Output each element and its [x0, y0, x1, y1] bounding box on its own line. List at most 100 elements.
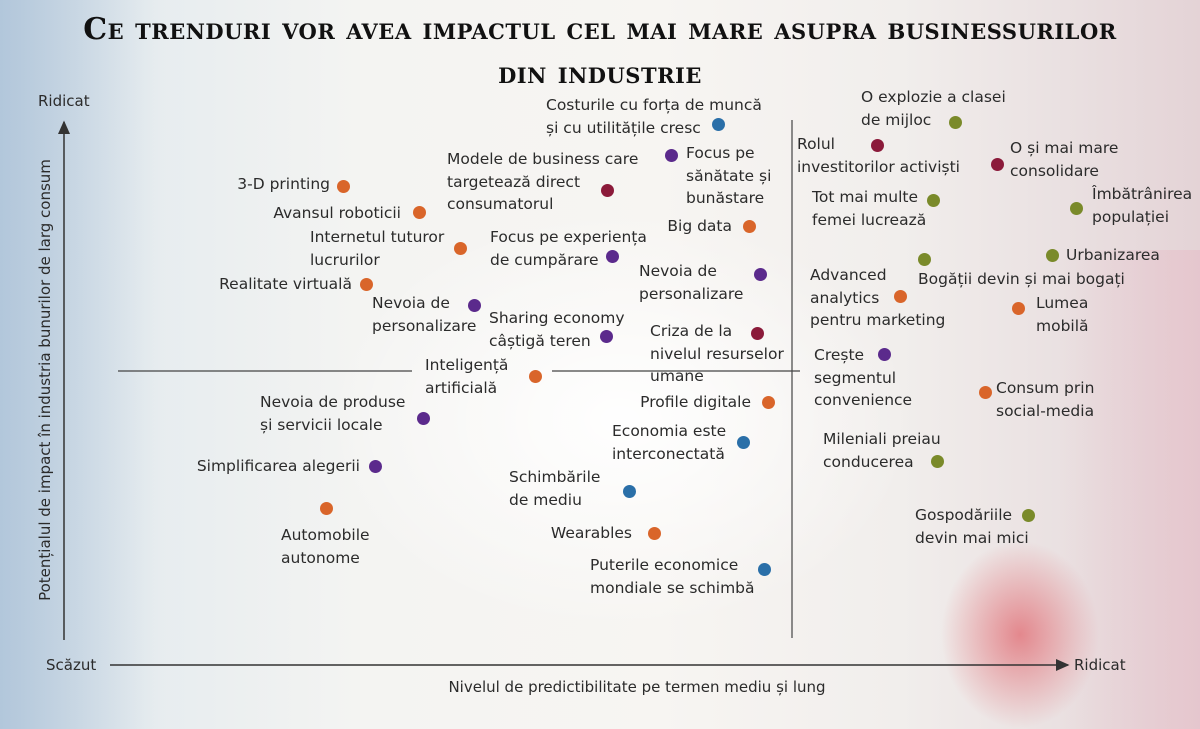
item-label-line: investitorilor activiști [797, 157, 960, 176]
x-axis-high: Ridicat [1074, 656, 1126, 674]
item-dot [948, 115, 962, 129]
x-axis-label: Nivelul de predictibilitate pe termen me… [448, 678, 826, 696]
item-label-line: câștigă teren [489, 331, 591, 350]
item-dot [761, 395, 775, 409]
item-label: Costurile cu forța de muncă și cu utilită… [546, 94, 762, 139]
item-dot [336, 179, 350, 193]
item-label-line: devin mai mici [915, 528, 1029, 547]
item-label-line: Internetul tuturor [310, 228, 445, 246]
item-label: Realitate virtuală [219, 273, 352, 296]
item-label: Sharing economy câștigă teren [489, 307, 625, 352]
item-label-line: Automobile [281, 526, 370, 544]
item-label: Automobile autonome [281, 524, 370, 569]
item-label: Wearables [551, 522, 632, 545]
item-label-line: Bogății devin și mai bogați [918, 270, 1125, 288]
item-dot [978, 385, 992, 399]
item-label-line: analytics [810, 288, 880, 307]
item-dot [453, 241, 467, 255]
item-label-line: Simplificarea alegerii [196, 457, 360, 475]
item-label-line: Wearables [550, 524, 632, 542]
item-label-line: consumatorul [447, 195, 554, 213]
item-label: Profile digitale [640, 391, 751, 414]
item-label-line: Gospodăriile [915, 506, 1013, 524]
item-label-line: și cu utilitățile cresc [546, 118, 701, 137]
y-axis-low: Scăzut [46, 656, 97, 674]
item-label-line: Costurile cu forța de muncă [546, 96, 762, 114]
item-label-line: personalizare [372, 316, 477, 335]
item-label-line: segmentul [814, 368, 897, 387]
item-label-line: Crește [814, 346, 865, 364]
item-label-line: conducerea [823, 452, 914, 471]
item-label: O explozie a clasei de mijloc [861, 86, 1006, 131]
item-label-line: nivelul resurselor [650, 344, 784, 363]
item-dot [757, 562, 771, 576]
item-dot [599, 329, 613, 343]
item-dot [926, 193, 940, 207]
item-label-line: de mijloc [861, 110, 932, 129]
item-label-line: O explozie a clasei [861, 88, 1006, 106]
item-label-line: Modele de business care [447, 150, 639, 168]
item-label: Modele de business care targetează direct… [447, 148, 638, 216]
item-label-line: mobilă [1036, 316, 1089, 335]
item-dot [877, 347, 891, 361]
item-label-line: umane [650, 367, 704, 385]
item-label-line: Focus pe [686, 144, 755, 162]
item-label-line: sănătate și [686, 166, 772, 185]
title: Ce trenduri vor avea impactul cel mai ma… [0, 8, 1200, 96]
item-dot [664, 148, 678, 162]
item-label: Schimbările de mediu [509, 466, 600, 511]
item-label-line: Tot mai multe [812, 188, 918, 206]
item-label-line: Mileniali preiau [823, 430, 941, 448]
item-dot [736, 435, 750, 449]
item-label-line: de mediu [509, 490, 582, 509]
item-dot [750, 326, 764, 340]
item-label-line: femei lucrează [812, 210, 927, 229]
item-label: Rolul investitorilor activiști [797, 133, 960, 178]
item-dot [870, 138, 884, 152]
item-label: Simplificarea alegerii [197, 455, 360, 478]
item-label-line: Lumea [1036, 294, 1089, 312]
item-label: Bogății devin și mai bogați [918, 268, 1125, 291]
item-label-line: autonome [281, 548, 360, 567]
item-label: Nevoia de personalizare [639, 260, 743, 305]
item-label-line: consolidare [1010, 161, 1099, 180]
item-label-line: social-media [996, 401, 1095, 420]
item-label-line: lucrurilor [310, 250, 380, 269]
y-axis-high: Ridicat [38, 92, 90, 110]
item-label-line: populației [1092, 207, 1170, 226]
item-label-line: Nevoia de [372, 294, 450, 312]
item-dot [605, 249, 619, 263]
item-label: Inteligență artificială [425, 354, 508, 399]
item-label: Tot mai multe femei lucrează [812, 186, 926, 231]
title-line: din industrie [498, 56, 702, 91]
item-dot [622, 484, 636, 498]
item-label-line: Profile digitale [640, 393, 751, 411]
item-label-line: O și mai mare [1010, 139, 1119, 157]
item-dot [1021, 508, 1035, 522]
item-dot [359, 277, 373, 291]
item-label-line: Schimbările [509, 468, 601, 486]
item-label: Gospodăriile devin mai mici [915, 504, 1029, 549]
item-label-line: bunăstare [686, 189, 765, 207]
item-label-line: convenience [814, 391, 913, 409]
title-line: Ce trenduri vor avea impactul cel mai ma… [83, 12, 1117, 47]
item-label-line: Consum prin [996, 379, 1095, 397]
item-dot [528, 369, 542, 383]
item-label-line: și servicii locale [260, 415, 383, 434]
item-label-line: Nevoia de [639, 262, 717, 280]
item-label: Mileniali preiau conducerea [823, 428, 941, 473]
item-label-line: Nevoia de produse [260, 393, 406, 411]
item-label-line: de cumpărare [490, 250, 599, 269]
item-dot [319, 501, 333, 515]
item-label-line: artificială [425, 378, 498, 397]
item-label-line: pentru marketing [810, 311, 946, 329]
item-label-line: Economia este [612, 422, 727, 440]
item-label-line: interconectată [612, 444, 725, 463]
item-label: 3-D printing [237, 173, 330, 196]
item-label-line: Avansul roboticii [273, 204, 401, 222]
item-label-line: Realitate virtuală [219, 275, 352, 293]
item-label-line: Big data [667, 217, 732, 235]
item-dot [711, 117, 725, 131]
item-label: Consum prin social-media [996, 377, 1094, 422]
